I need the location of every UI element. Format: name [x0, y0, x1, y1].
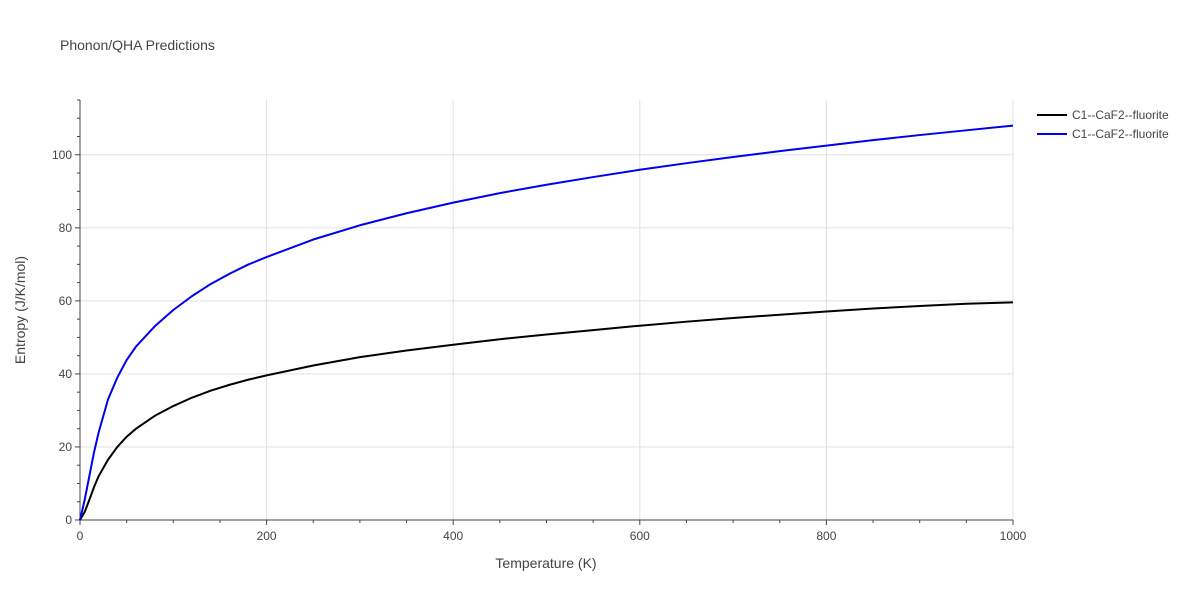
y-tick-label: 40 [59, 367, 73, 381]
y-tick-label: 20 [59, 440, 73, 454]
y-tick-label: 100 [52, 148, 72, 162]
series-line-2 [79, 124, 1014, 521]
series-group [79, 124, 1014, 521]
legend-label: C1--CaF2--fluorite [1072, 127, 1169, 141]
x-axis-title: Temperature (K) [495, 555, 596, 571]
x-tick-label: 0 [77, 529, 84, 543]
chart-title: Phonon/QHA Predictions [60, 37, 215, 53]
legend-label: C1--CaF2--fluorite [1072, 108, 1169, 122]
x-tick-label: 600 [630, 529, 650, 543]
legend-item-2[interactable]: C1--CaF2--fluorite [1037, 127, 1169, 141]
legend-item-1[interactable]: C1--CaF2--fluorite [1037, 108, 1169, 122]
legend[interactable]: C1--CaF2--fluorite C1--CaF2--fluorite [1037, 108, 1169, 141]
grid [80, 100, 1014, 520]
x-tick-label: 200 [257, 529, 277, 543]
axes: 0 200 400 600 800 1000 0 20 40 60 80 100 [52, 99, 1027, 543]
y-tick-label: 0 [65, 513, 72, 527]
x-tick-label: 1000 [1000, 529, 1027, 543]
series-line-1 [79, 301, 1014, 521]
y-tick-label: 80 [59, 221, 73, 235]
y-tick-label: 60 [59, 294, 73, 308]
x-tick-label: 400 [443, 529, 463, 543]
y-axis-title: Entropy (J/K/mol) [12, 256, 28, 364]
x-tick-label: 800 [816, 529, 836, 543]
